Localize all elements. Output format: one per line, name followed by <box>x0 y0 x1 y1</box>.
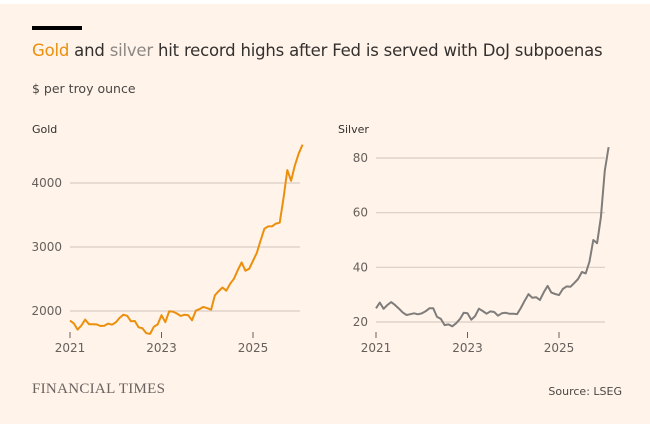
gold-panel-title: Gold <box>32 123 57 136</box>
silver-xtick-label: 2025 <box>544 341 575 355</box>
silver-xtick-label: 2021 <box>361 341 392 355</box>
silver-xtick-label: 2023 <box>452 341 483 355</box>
silver-ytick-label: 80 <box>353 151 368 165</box>
gold-xtick-label: 2023 <box>146 341 177 355</box>
gold-xtick-label: 2021 <box>55 341 86 355</box>
header-rule <box>32 26 82 30</box>
chart-title: Gold and silver hit record highs after F… <box>32 41 603 60</box>
source-note: Source: LSEG <box>548 385 622 398</box>
gold-price-line <box>69 144 304 335</box>
gold-ytick-label: 3000 <box>31 240 62 254</box>
silver-ytick-label: 40 <box>353 260 368 274</box>
silver-ytick-label: 20 <box>353 315 368 329</box>
gold-ytick-label: 4000 <box>31 176 62 190</box>
chart-card: Gold and silver hit record highs after F… <box>0 4 650 424</box>
title-gold: Gold <box>32 41 70 60</box>
title-rest: hit record highs after Fed is served wit… <box>152 41 603 60</box>
title-and: and <box>69 41 110 60</box>
gold-xtick-label: 2025 <box>238 341 269 355</box>
silver-ytick-label: 60 <box>353 206 368 220</box>
ft-logo: FINANCIAL TIMES <box>32 381 166 397</box>
gold-ytick-label: 2000 <box>31 304 62 318</box>
title-silver: silver <box>109 41 153 60</box>
silver-panel-title: Silver <box>338 123 369 136</box>
silver-price-line <box>375 146 610 328</box>
chart-subtitle: $ per troy ounce <box>32 81 136 96</box>
